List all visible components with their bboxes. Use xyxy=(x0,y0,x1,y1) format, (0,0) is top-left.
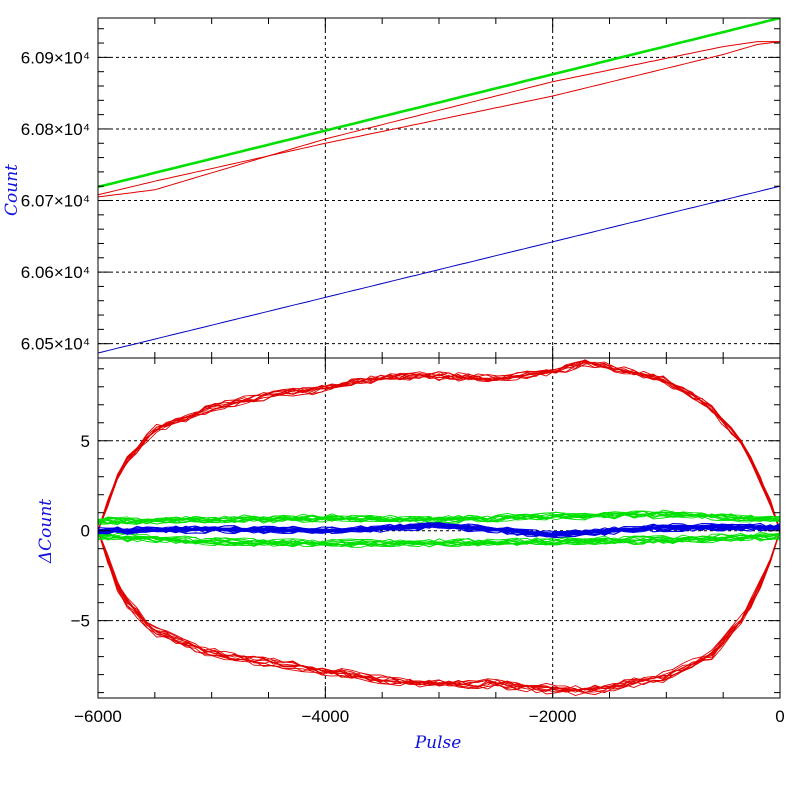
top-y-tick-label: 6.06×10⁴ xyxy=(21,263,90,282)
bottom-series-trace xyxy=(98,511,780,523)
bottom-series-trace xyxy=(98,531,780,545)
top-y-tick-label: 6.05×10⁴ xyxy=(21,335,90,354)
bottom-y-tick-label: −5 xyxy=(71,612,90,631)
bottom-series-trace xyxy=(98,530,780,692)
bottom-series-trace xyxy=(98,532,780,545)
bottom-y-tick-label: 0 xyxy=(81,522,90,541)
bottom-y-axis-label: ΔCount xyxy=(36,499,56,564)
bottom-series-trace xyxy=(98,534,780,548)
bottom-series-trace xyxy=(98,364,780,531)
top-series-line xyxy=(98,41,780,196)
bottom-series-trace xyxy=(98,534,780,547)
bottom-panel: −5 0 5 −6000 −4000 −2000 0 xyxy=(71,357,785,726)
bottom-series-trace xyxy=(98,362,780,531)
bottom-series-trace xyxy=(98,359,780,531)
bottom-series-trace xyxy=(98,530,780,691)
top-y-tick-label: 6.07×10⁴ xyxy=(21,192,90,211)
top-y-axis-label: Count xyxy=(2,164,22,216)
x-axis-label: Pulse xyxy=(414,733,462,753)
bottom-series-trace xyxy=(98,524,780,537)
bottom-series-trace xyxy=(98,510,780,524)
top-series-line xyxy=(98,18,780,189)
top-series-group xyxy=(98,18,780,354)
top-series-line xyxy=(98,41,780,198)
bottom-x-tick-label: −2000 xyxy=(529,707,577,726)
bottom-series-trace xyxy=(98,512,780,524)
top-series-line xyxy=(98,185,780,354)
bottom-series-trace xyxy=(98,362,780,531)
top-frame xyxy=(97,17,781,359)
bottom-series-trace xyxy=(98,530,780,691)
bottom-y-tick-label: 5 xyxy=(81,432,90,451)
bottom-x-tick-label: −4000 xyxy=(301,707,349,726)
bottom-series-mean xyxy=(98,523,780,536)
bottom-series-group xyxy=(98,359,780,696)
bottom-series-trace xyxy=(98,530,780,693)
bottom-series-trace xyxy=(98,535,780,548)
bottom-x-tick-label: 0 xyxy=(775,707,784,726)
top-y-tick-label: 6.08×10⁴ xyxy=(21,120,90,139)
bottom-series-trace xyxy=(98,530,780,691)
bottom-series-trace xyxy=(98,360,780,531)
bottom-x-tick-label: −6000 xyxy=(74,707,122,726)
top-panel: 6.05×10⁴ 6.06×10⁴ 6.07×10⁴ 6.08×10⁴ 6.09×10⁴ xyxy=(21,17,781,359)
top-y-tick-label: 6.09×10⁴ xyxy=(21,48,90,67)
